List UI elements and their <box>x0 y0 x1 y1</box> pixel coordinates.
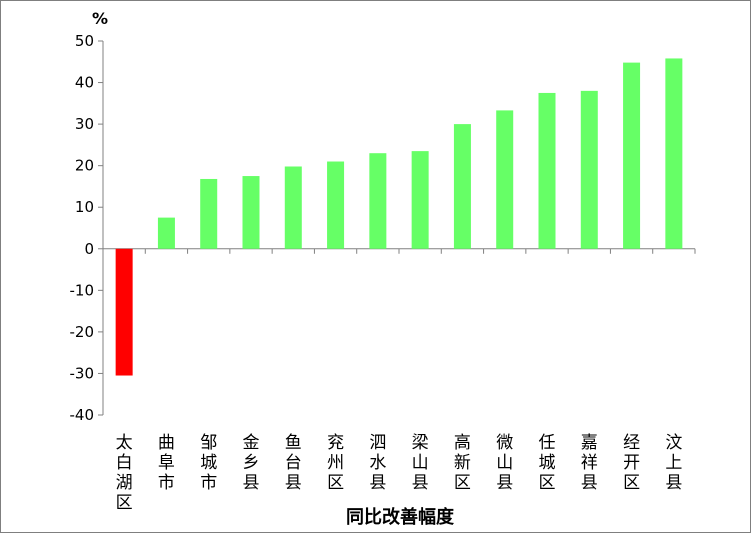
bar <box>369 153 387 249</box>
bar <box>200 178 218 249</box>
y-tick-label: 10 <box>75 198 94 216</box>
bar <box>623 62 641 249</box>
y-tick-label: 40 <box>75 74 94 92</box>
category-label: 经开区 <box>623 433 640 493</box>
bar <box>496 110 514 249</box>
x-axis <box>102 248 696 254</box>
bar <box>453 124 471 249</box>
bar <box>284 166 302 249</box>
bar <box>115 248 133 376</box>
bar <box>538 92 556 249</box>
bar <box>242 176 260 249</box>
category-label: 梁山县 <box>412 433 429 493</box>
category-label: 兖州区 <box>327 433 344 493</box>
category-label: 任城区 <box>539 433 556 493</box>
category-label: 微山县 <box>496 433 513 493</box>
category-label: 曲阜市 <box>158 433 175 493</box>
x-axis-title: 同比改善幅度 <box>346 506 455 528</box>
bar <box>580 90 598 249</box>
category-label: 鱼台县 <box>285 433 302 493</box>
y-tick-label: -20 <box>70 323 95 341</box>
category-label: 泗水县 <box>369 433 386 493</box>
bar <box>411 151 429 249</box>
y-tick-label: -10 <box>70 281 95 299</box>
bar <box>157 217 175 249</box>
category-label: 邹城市 <box>200 433 217 493</box>
category-label: 金乡县 <box>243 433 260 493</box>
y-tick-label: 50 <box>75 32 94 50</box>
bar <box>327 161 345 249</box>
category-label: 嘉祥县 <box>581 433 598 493</box>
y-tick-label: -40 <box>70 406 95 424</box>
category-label: 高新区 <box>454 433 471 493</box>
category-label: 汶上县 <box>665 433 682 493</box>
y-tick-label: 20 <box>75 157 94 175</box>
category-labels: 太白湖区 曲阜市 邹城市 金乡县 鱼台县 兖州区 泗水县 梁山县 高新区 微山县 任城区 嘉祥县 经开区… <box>116 433 683 513</box>
bars <box>115 58 683 376</box>
category-label: 太白湖区 <box>116 433 133 513</box>
y-tick-label: 0 <box>84 240 94 258</box>
y-axis: -40 -30 -20 -10 0 10 20 30 40 50 <box>70 32 104 424</box>
y-tick-label: -30 <box>70 364 95 382</box>
y-tick-label: 30 <box>75 115 94 133</box>
bar <box>665 58 683 249</box>
y-axis-unit: % <box>92 9 108 28</box>
